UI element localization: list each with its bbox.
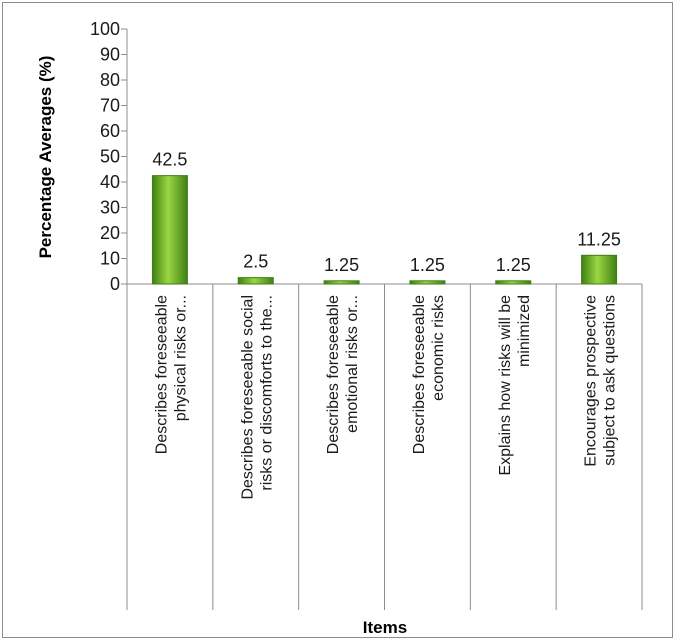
category-label-line: physical risks or... [172, 295, 189, 421]
bar [151, 175, 188, 285]
category-label-line: Describes foreseeable social [239, 295, 256, 500]
category-label-line: Describes foreseeable [411, 295, 428, 454]
y-tick-label: 60 [100, 121, 120, 141]
axes [126, 29, 643, 610]
y-tick-label: 80 [100, 70, 120, 90]
data-label: 2.5 [243, 252, 268, 272]
bar [323, 280, 360, 285]
data-label: 1.25 [410, 255, 445, 275]
category-label-line: economic risks [430, 295, 447, 401]
category-label-line: Explains how risks will be [497, 295, 514, 476]
bar [237, 277, 274, 285]
category-label-line: risks or discomforts to the... [258, 295, 275, 491]
category-label: Describes foreseeable emotional risks or.… [325, 295, 361, 454]
y-tick-label: 30 [100, 198, 120, 218]
data-label: 1.25 [324, 255, 359, 275]
data-label: 11.25 [577, 229, 621, 249]
category-label: Describes foreseeable social risks or dis… [239, 295, 275, 500]
category-labels: Describes foreseeable physical risks or..… [153, 295, 618, 500]
y-tick-label: 40 [100, 172, 120, 192]
category-label: Explains how risks will be minimized [497, 295, 533, 476]
category-label: Describes foreseeable economic risks [411, 295, 447, 454]
y-tick-label: 20 [100, 223, 120, 243]
y-axis-title: Percentage Averages (%) [36, 56, 55, 259]
data-label: 42.5 [152, 150, 187, 170]
data-label: 1.25 [496, 255, 531, 275]
y-tick-label: 70 [100, 96, 120, 116]
bar [495, 280, 532, 285]
category-label-line: Describes foreseeable [153, 295, 170, 454]
category-label: Describes foreseeable physical risks or..… [153, 295, 189, 454]
data-labels: 42.5 2.5 1.25 1.25 1.25 11.25 [152, 150, 621, 275]
y-tick-label: 90 [100, 45, 120, 65]
y-axis-ticks: 0 10 20 30 40 50 60 70 80 90 100 [90, 19, 127, 294]
y-tick-label: 0 [110, 274, 120, 294]
bars [151, 175, 618, 285]
category-label: Encourages prospective subject to ask que… [583, 295, 619, 467]
bar [409, 280, 446, 285]
category-label-line: Encourages prospective [583, 295, 600, 467]
y-tick-label: 10 [100, 249, 120, 269]
category-label-line: emotional risks or... [344, 295, 361, 433]
category-label-line: minimized [516, 295, 533, 367]
category-label-line: Describes foreseeable [325, 295, 342, 454]
category-label-line: subject to ask questions [602, 295, 619, 466]
y-tick-label: 100 [90, 19, 120, 39]
bar [581, 254, 618, 285]
x-axis-title: Items [363, 618, 407, 637]
y-tick-label: 50 [100, 147, 120, 167]
